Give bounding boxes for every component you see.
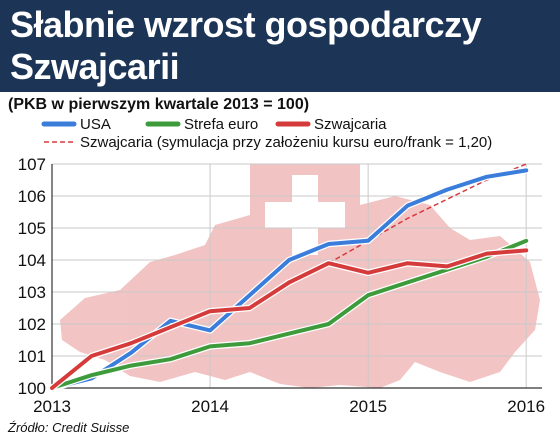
chart-subtitle: (PKB w pierwszym kwartale 2013 = 100) [8,96,310,113]
y-tick-label: 107 [18,155,46,174]
y-tick-label: 103 [18,283,46,302]
y-tick-label: 102 [18,315,46,334]
x-tick-label: 2015 [349,397,387,416]
page-title: Słabnie wzrost gospodarczy Szwajcarii [10,4,550,88]
title-banner: Słabnie wzrost gospodarczy Szwajcarii [0,0,560,92]
legend-label-usa: USA [80,116,111,133]
y-tick-label: 106 [18,187,46,206]
series-layer [48,163,530,392]
x-tick-label: 2016 [507,397,545,416]
title-line-2: Szwajcarii [10,46,180,87]
tick-labels: 100 101 102 103 104 105 106 107 2013 2014 2015 2016 [18,155,545,416]
legend-label-szwajcaria: Szwajcaria [314,116,387,133]
source-note: Źródło: Credit Suisse [8,420,130,435]
y-tick-label: 105 [18,219,46,238]
y-tick-label: 104 [18,251,46,270]
axes [51,164,542,389]
legend-label-strefa-euro: Strefa euro [184,116,258,133]
x-tick-label: 2013 [33,397,71,416]
y-tick-label: 101 [18,347,46,366]
title-line-1: Słabnie wzrost gospodarczy [10,4,482,45]
y-tick-label: 100 [18,379,46,398]
series-line-szwajcaria [50,248,529,390]
legend-label-szwajcaria-symulacja: Szwajcaria (symulacja przy założeniu kur… [80,134,492,151]
series-line-usa [50,168,529,390]
x-tick-label: 2014 [191,397,229,416]
